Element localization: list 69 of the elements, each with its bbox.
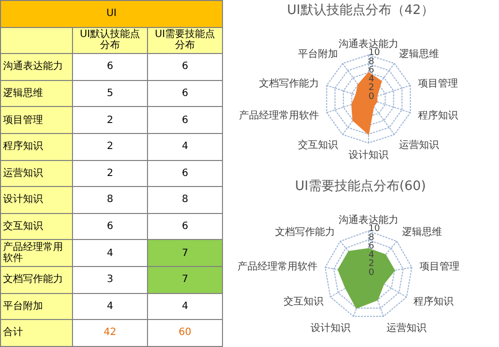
- category-label: 程序知识: [0, 133, 72, 160]
- category-label: 平台附加: [0, 293, 72, 320]
- y-tick-label: 8: [368, 56, 374, 67]
- y-tick-label: 6: [368, 242, 374, 252]
- category-label: 运营知识: [0, 160, 72, 187]
- spoke-label: 平台附加: [298, 48, 338, 60]
- spoke-label: 交互知识: [298, 139, 338, 152]
- spoke-label: 产品经理常用软件: [237, 260, 318, 273]
- spoke-label: 交互知识: [283, 296, 324, 308]
- text: 合计: [0, 320, 72, 346]
- data-label: 2: [72, 133, 148, 160]
- data-label: 2: [72, 106, 148, 134]
- chart-title: UI默认技能点分布（42）: [286, 2, 435, 20]
- category-label: 产品经理常用软件: [0, 240, 72, 266]
- data-label: 7: [148, 266, 222, 294]
- chart-title: UI需要技能点分布(60): [294, 178, 428, 196]
- data-label: 7: [148, 240, 222, 266]
- data-label: 6: [148, 106, 222, 134]
- data-label: 8: [72, 186, 148, 214]
- series-label: UI默认技能点分布: [72, 27, 148, 54]
- category-label: 设计知识: [0, 186, 72, 214]
- spoke-label: 程序知识: [414, 296, 454, 308]
- spoke-label: 沟通表达能力: [338, 38, 398, 50]
- spoke-label: 沟通表达能力: [338, 214, 398, 226]
- y-tick-label: 8: [368, 232, 374, 243]
- data-label: 4: [148, 133, 222, 160]
- y-tick-label: 10: [368, 224, 380, 234]
- text: 42: [104, 327, 116, 338]
- text: UI: [0, 0, 222, 28]
- y-tick-label: 6: [368, 66, 374, 76]
- spoke-label: 项目管理: [420, 262, 460, 273]
- category-label: 交互知识: [0, 213, 72, 240]
- data-label: 6: [148, 213, 222, 240]
- data-label: 6: [148, 80, 222, 107]
- data-label: 5: [72, 80, 148, 107]
- category-label: 逻辑思维: [0, 80, 72, 107]
- spoke-label: 项目管理: [418, 78, 458, 90]
- y-tick-label: 4: [368, 250, 374, 260]
- data-label: 4: [72, 293, 148, 320]
- spoke-label: 设计知识: [310, 322, 351, 334]
- series-label: UI需要技能点分布: [148, 27, 222, 54]
- category-label: 项目管理: [0, 106, 72, 134]
- spoke-label: 运营知识: [386, 322, 426, 334]
- data-label: 6: [148, 54, 222, 80]
- text: 60: [178, 327, 192, 338]
- category-label: 沟通表达能力: [0, 54, 72, 80]
- data-label: 6: [72, 54, 148, 80]
- spoke-label: 逻辑思维: [402, 226, 442, 238]
- spoke-label: 产品经理常用软件: [239, 110, 320, 122]
- data-label: 3: [72, 266, 148, 294]
- y-tick-label: 4: [368, 74, 374, 84]
- data-label: 4: [148, 293, 222, 320]
- data-label: 4: [72, 240, 148, 266]
- y-tick-label: 0: [368, 268, 374, 278]
- y-tick-label: 2: [368, 83, 374, 94]
- spoke-label: 设计知识: [348, 149, 388, 162]
- data-label: 6: [72, 213, 148, 240]
- y-tick-label: 0: [368, 92, 374, 102]
- category-label: 文档写作能力: [0, 266, 72, 294]
- y-tick-label: 10: [368, 48, 380, 58]
- data-label: 8: [148, 186, 222, 214]
- spoke-label: 逻辑思维: [399, 48, 440, 60]
- spoke-label: 程序知识: [418, 110, 458, 122]
- spoke-label: 运营知识: [399, 139, 440, 152]
- y-tick-label: 2: [368, 259, 374, 270]
- spoke-label: 文档写作能力: [259, 77, 320, 90]
- data-label: 6: [148, 160, 222, 187]
- spoke-label: 文档写作能力: [275, 226, 336, 238]
- data-label: 2: [72, 160, 148, 187]
